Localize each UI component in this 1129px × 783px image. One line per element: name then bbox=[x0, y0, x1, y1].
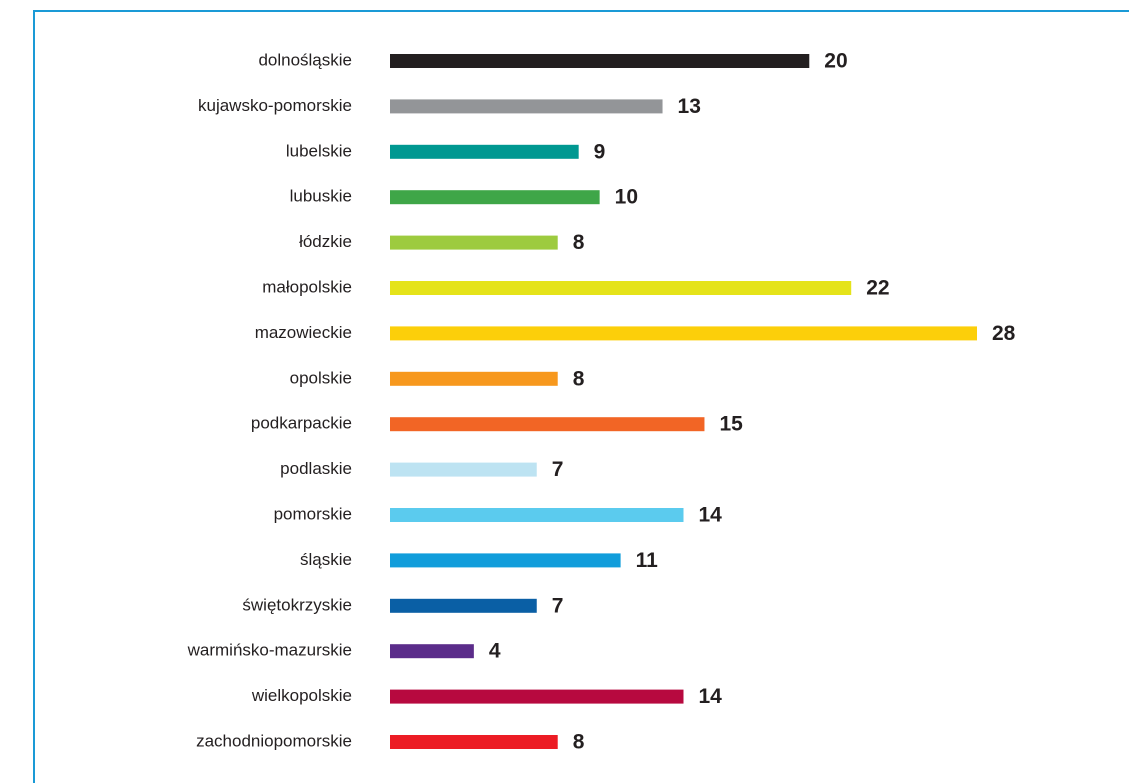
category-label: śląskie bbox=[300, 550, 352, 569]
category-label: podlaskie bbox=[280, 459, 352, 478]
bar bbox=[390, 462, 537, 477]
category-label: łódzkie bbox=[299, 232, 352, 251]
category-label: lubelskie bbox=[286, 141, 352, 160]
bar bbox=[390, 371, 558, 386]
value-label: 14 bbox=[699, 504, 723, 527]
category-label: lubuskie bbox=[290, 187, 352, 206]
value-label: 8 bbox=[573, 231, 585, 254]
value-label: 20 bbox=[824, 50, 847, 73]
bar bbox=[390, 417, 705, 432]
bar bbox=[390, 689, 684, 704]
bar bbox=[390, 326, 977, 341]
category-label: świętokrzyskie bbox=[242, 595, 352, 614]
value-label: 15 bbox=[719, 413, 743, 436]
bar bbox=[390, 54, 810, 68]
category-label: warmińsko-mazurskie bbox=[187, 641, 352, 660]
value-label: 14 bbox=[699, 685, 723, 708]
value-label: 28 bbox=[992, 322, 1016, 345]
category-label: podkarpackie bbox=[251, 414, 352, 433]
bar bbox=[390, 553, 621, 568]
frame bbox=[33, 10, 1129, 783]
value-label: 9 bbox=[594, 140, 606, 163]
bar bbox=[390, 235, 558, 250]
category-label: małopolskie bbox=[262, 277, 352, 296]
bar bbox=[390, 598, 537, 613]
bar bbox=[390, 281, 852, 295]
value-label: 10 bbox=[615, 186, 638, 209]
category-label: wielkopolskie bbox=[251, 686, 352, 705]
bar bbox=[390, 508, 684, 522]
category-label: dolnośląskie bbox=[258, 50, 352, 69]
bar bbox=[390, 144, 579, 159]
category-label: kujawsko-pomorskie bbox=[198, 96, 352, 115]
value-label: 7 bbox=[552, 594, 564, 617]
value-label: 8 bbox=[573, 731, 585, 754]
value-label: 22 bbox=[866, 277, 889, 300]
category-label: zachodniopomorskie bbox=[196, 731, 352, 750]
bar bbox=[390, 99, 663, 114]
value-label: 13 bbox=[678, 95, 701, 118]
bar bbox=[390, 190, 600, 205]
category-label: mazowieckie bbox=[255, 323, 352, 342]
value-label: 4 bbox=[489, 640, 501, 663]
value-label: 11 bbox=[636, 549, 659, 572]
value-label: 8 bbox=[573, 367, 585, 390]
bar bbox=[390, 735, 558, 749]
category-label: pomorskie bbox=[274, 504, 352, 523]
category-label: opolskie bbox=[290, 368, 352, 387]
bar bbox=[390, 644, 474, 659]
value-label: 7 bbox=[552, 458, 564, 481]
